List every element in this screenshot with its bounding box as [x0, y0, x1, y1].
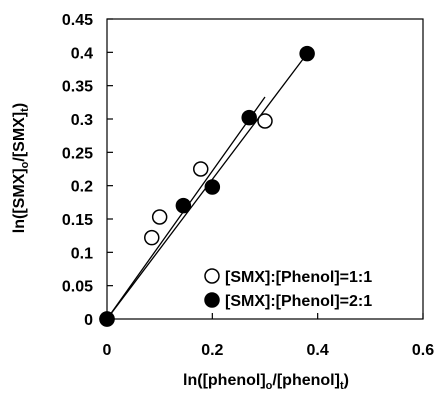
x-tick-label: 0	[103, 342, 112, 359]
open-circle-point	[192, 161, 209, 177]
legend-entry-label: [SMX]:[Phenol]=1:1	[225, 269, 372, 286]
y-tick-label: 0.05	[62, 279, 93, 296]
y-tick-label: 0.45	[62, 12, 93, 29]
x-tick-label: 0.6	[412, 342, 434, 359]
y-tick-label: 0	[84, 312, 93, 329]
legend-open-circle-marker	[204, 268, 220, 284]
legend: [SMX]:[Phenol]=1:1 [SMX]:[Phenol]=2:1	[204, 268, 372, 310]
y-tick-label: 0.15	[62, 212, 93, 229]
open-circle-point	[257, 113, 273, 129]
filled-circle-point	[241, 109, 257, 126]
filled-circle-point	[299, 45, 315, 62]
plot-border	[106, 18, 424, 320]
legend-entry-label: [SMX]:[Phenol]=2:1	[225, 293, 372, 310]
plot-frame	[106, 18, 424, 320]
x-tick-label: 0.4	[307, 342, 329, 359]
x-axis-ticks: 0 0.2 0.4 0.6	[103, 313, 434, 359]
filled-circle-point	[204, 179, 221, 195]
y-tick-label: 0.2	[71, 179, 93, 196]
y-tick-label: 0.35	[62, 79, 93, 96]
x-axis-title: ln([phenol]o/[phenol]t)	[183, 372, 349, 392]
y-axis-ticks: 0 0.05 0.1 0.15 0.2 0.25 0.3 0.35 0.4 0.45	[62, 12, 113, 329]
y-tick-label: 0.25	[62, 145, 93, 162]
data-points	[99, 45, 315, 327]
y-axis-title: ln([SMX]o/[SMX]t)	[11, 103, 31, 233]
x-tick-label: 0.2	[201, 342, 223, 359]
filled-circle-point	[175, 197, 192, 214]
open-circle-point	[151, 209, 168, 225]
y-tick-label: 0.4	[71, 45, 93, 62]
y-tick-label: 0.1	[71, 245, 93, 262]
legend-filled-circle-marker	[204, 292, 220, 308]
open-circle-point	[144, 229, 160, 246]
y-tick-label: 0.3	[71, 112, 93, 129]
